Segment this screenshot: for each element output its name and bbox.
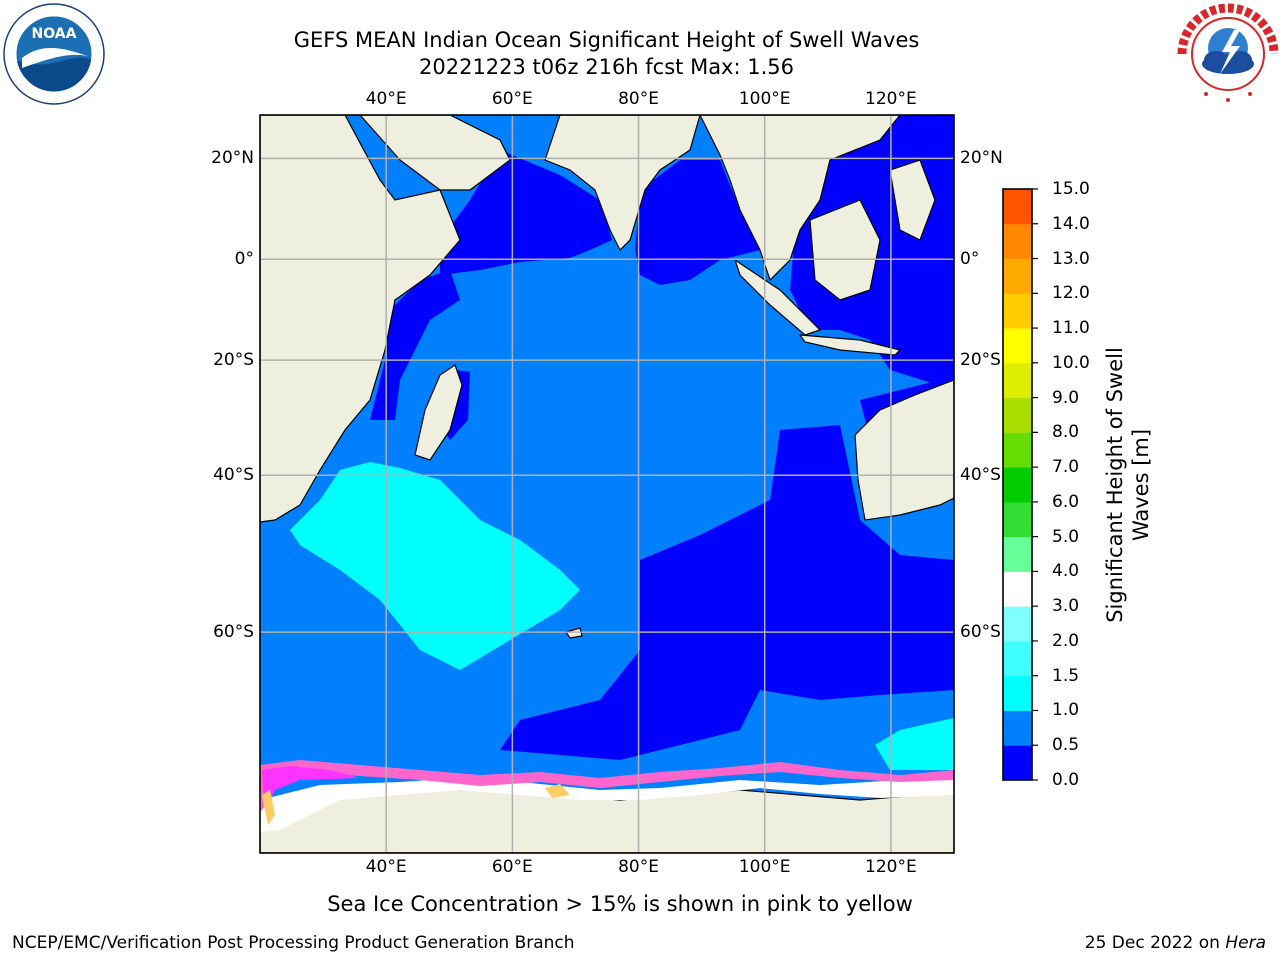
colorbar-segment — [1003, 223, 1032, 260]
sea-ice-fringe — [260, 760, 954, 832]
swell-low-arabian-sea — [440, 150, 612, 275]
colorbar-tick-label: 9.0 — [1052, 387, 1080, 408]
noaa-logo-text: NOAA — [32, 26, 77, 42]
colorbar-tick-label: 0.5 — [1052, 735, 1080, 756]
lat-tick-label-left: 0° — [234, 249, 254, 270]
colorbar-segment — [1003, 293, 1032, 329]
footer-left: NCEP/EMC/Verification Post Processing Pr… — [12, 933, 575, 953]
colorbar-segment — [1003, 397, 1032, 433]
map-frame — [259, 114, 955, 854]
lat-tick-label-right: 40°S — [960, 465, 1001, 486]
colorbar-tick-label: 7.0 — [1052, 457, 1080, 478]
colorbar-tick-label: 13.0 — [1052, 248, 1090, 269]
chart-title: GEFS MEAN Indian Ocean Significant Heigh… — [293, 28, 920, 52]
swell-mid-southwest — [290, 462, 580, 670]
swell-low-south-indian — [500, 425, 954, 760]
lon-tick-label-bottom: 40°E — [365, 857, 407, 877]
colorbar-tick-marks — [1032, 188, 1038, 781]
swell-low-bay-of-bengal — [635, 160, 760, 285]
chart-subtitle: 20221223 t06z 216h fcst Max: 1.56 — [419, 55, 794, 79]
sea-ice-note: Sea Ice Concentration > 15% is shown in … — [327, 892, 913, 916]
land-arabia — [359, 115, 511, 191]
colorbar-segment — [1003, 328, 1032, 364]
colorbar-tick-label: 12.0 — [1052, 283, 1090, 304]
lon-tick-label-bottom: 120°E — [865, 857, 917, 877]
colorbar-segment — [1003, 501, 1032, 538]
colorbar-tick-label: 1.0 — [1052, 700, 1080, 721]
land-southeast-asia — [699, 115, 901, 282]
land — [260, 115, 954, 853]
land-madagascar — [414, 364, 463, 461]
nws-logo — [1177, 3, 1279, 104]
colorbar-label-line2: Waves [m] — [1129, 428, 1153, 542]
lon-tick-label-top: 60°E — [491, 89, 533, 109]
land-philippines — [889, 159, 936, 241]
swell-mid-southeast — [875, 718, 954, 770]
colorbar-segment — [1003, 710, 1032, 746]
lon-tick-label-top: 40°E — [365, 89, 407, 109]
lon-tick-label-top: 120°E — [865, 89, 917, 109]
lat-tick-label-left: 60°S — [213, 622, 254, 643]
colorbar-tick-label: 14.0 — [1052, 213, 1090, 234]
footer-machine: Hera — [1225, 933, 1266, 953]
lon-tick-label-bottom: 60°E — [491, 857, 533, 877]
map-grid — [260, 115, 954, 853]
colorbar-segment — [1003, 189, 1032, 225]
lat-tick-label-right: 20°N — [960, 148, 1003, 169]
colorbar-segment — [1003, 258, 1032, 294]
colorbar-segment — [1003, 536, 1032, 572]
colorbar-frame — [1002, 188, 1033, 781]
colorbar-tick-label: 2.0 — [1052, 630, 1080, 651]
colorbar-segment — [1003, 467, 1032, 503]
lon-tick-label-bottom: 100°E — [738, 857, 791, 877]
land-australia — [854, 379, 954, 521]
colorbar-tick-label: 0.0 — [1052, 770, 1080, 790]
colorbar-tick-label: 8.0 — [1052, 422, 1080, 443]
footer-right: 25 Dec 2022 on Hera — [1085, 933, 1266, 953]
lat-tick-label-left: 40°S — [213, 465, 254, 486]
colorbar-segment — [1003, 571, 1032, 607]
colorbar-tick-label: 10.0 — [1052, 352, 1090, 373]
colorbar-tick-label: 4.0 — [1052, 561, 1080, 582]
colorbar-tick-label: 11.0 — [1052, 318, 1090, 339]
lat-tick-label-left: 20°S — [213, 350, 254, 371]
land-kerguelen — [565, 627, 583, 639]
map-area — [260, 115, 954, 853]
colorbar-label-line1: Significant Height of Swell — [1103, 347, 1127, 623]
lat-tick-label-right: 60°S — [960, 622, 1001, 643]
colorbar-tick-label: 3.0 — [1052, 596, 1080, 617]
colorbar-segment — [1003, 675, 1032, 711]
land-java — [798, 334, 902, 356]
colorbar-tick-label: 6.0 — [1052, 491, 1080, 512]
lon-tick-label-top: 100°E — [738, 89, 791, 109]
lon-tick-label-bottom: 80°E — [618, 857, 659, 877]
colorbar-segment — [1003, 606, 1032, 642]
land-africa — [260, 115, 461, 523]
lat-tick-label-right: 20°S — [960, 350, 1001, 371]
colorbar-tick-label: 5.0 — [1052, 526, 1080, 547]
noaa-logo: NOAA — [3, 3, 105, 105]
colorbar-tick-label: 1.5 — [1052, 665, 1080, 686]
colorbar-segment — [1003, 432, 1032, 468]
footer-date: 25 Dec 2022 on — [1084, 933, 1226, 953]
lat-tick-label-left: 20°N — [211, 148, 254, 169]
land-borneo — [809, 199, 881, 301]
lon-tick-label-top: 80°E — [618, 89, 659, 109]
land-india — [544, 115, 701, 252]
lat-tick-label-right: 0° — [960, 249, 980, 270]
colorbar-segment — [1003, 745, 1032, 781]
colorbar-tick-label: 15.0 — [1052, 179, 1090, 199]
colorbar-segment — [1003, 362, 1032, 399]
colorbar-segment — [1003, 640, 1032, 677]
colorbar — [1003, 189, 1032, 781]
